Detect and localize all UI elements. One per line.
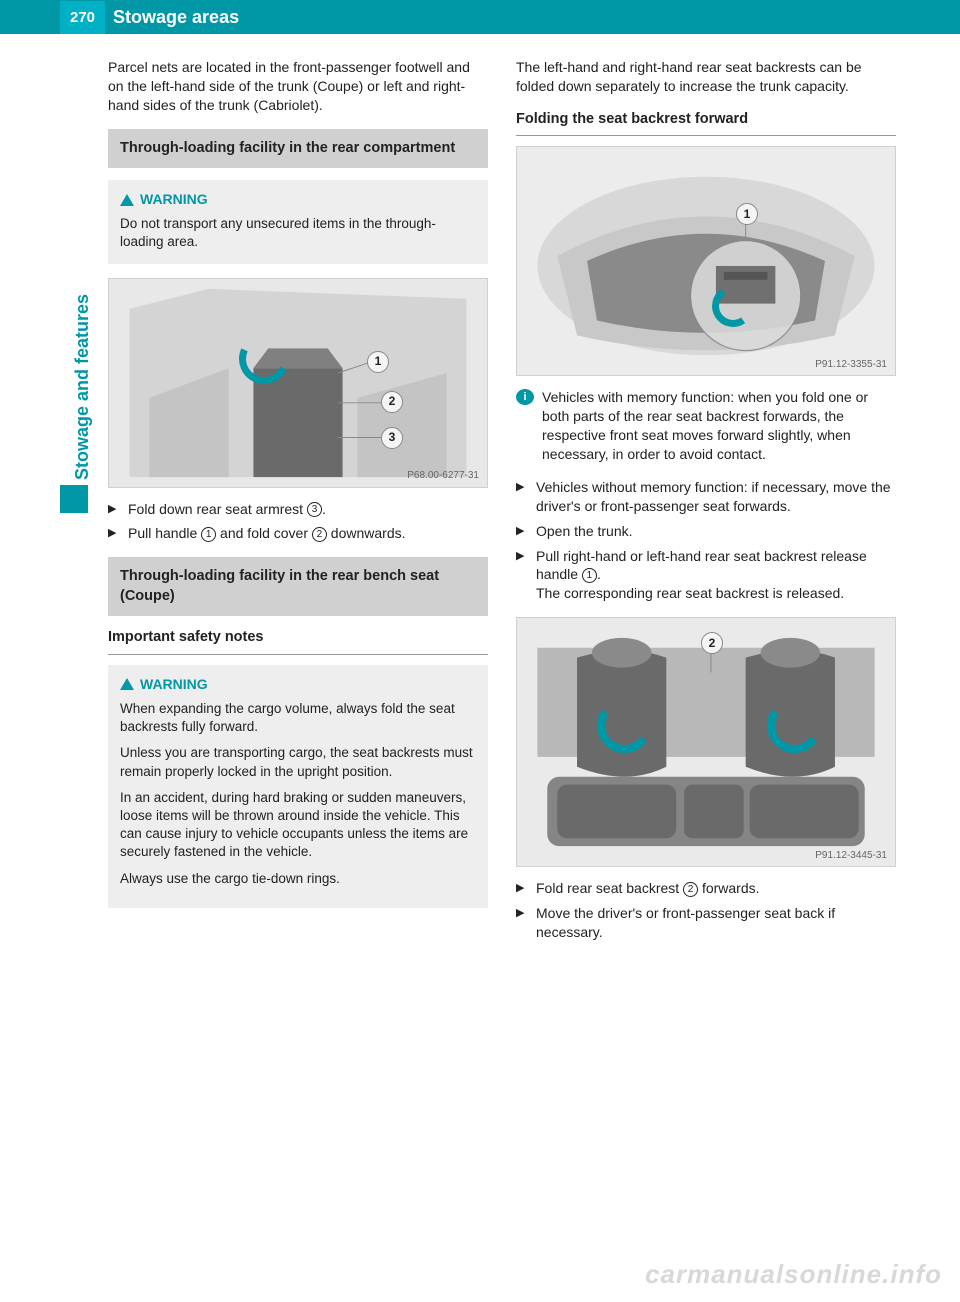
figure-svg (517, 618, 895, 866)
step-item: ▶ Open the trunk. (516, 522, 896, 541)
figure-svg (109, 279, 487, 487)
step-item: ▶ Pull handle 1 and fold cover 2 downwar… (108, 524, 488, 543)
sub-heading: Important safety notes (108, 628, 488, 648)
step-marker-icon: ▶ (108, 500, 120, 519)
figure-armrest: 1 2 3 P68.00-6277-31 (108, 278, 488, 488)
figure-svg (517, 147, 895, 375)
rule (516, 135, 896, 136)
step-item: ▶ Fold rear seat backrest 2 forwards. (516, 879, 896, 898)
figure-ref: P91.12-3445-31 (815, 849, 887, 863)
side-tab: Stowage and features (60, 230, 90, 510)
callout-3: 3 (381, 427, 403, 449)
watermark: carmanualsonline.info (645, 1259, 942, 1290)
left-column: Parcel nets are located in the front-pas… (108, 58, 488, 956)
page: 270 Stowage areas Stowage and features P… (0, 0, 960, 1302)
page-number: 270 (60, 1, 105, 34)
right-column: The left-hand and right-hand rear seat b… (516, 58, 896, 956)
warning-block: WARNING Do not transport any unsecured i… (108, 180, 488, 263)
callout-1: 1 (367, 351, 389, 373)
section-heading: Through-loading facility in the rear com… (108, 129, 488, 169)
side-tab-block (60, 485, 88, 513)
step-marker-icon: ▶ (516, 904, 528, 942)
step-text: Fold rear seat backrest 2 forwards. (536, 879, 760, 898)
rule (108, 654, 488, 655)
figure-seats: 2 P91.12-3445-31 (516, 617, 896, 867)
step-list: ▶ Fold rear seat backrest 2 forwards. ▶ … (516, 879, 896, 942)
warning-icon (120, 194, 134, 206)
header-title: Stowage areas (113, 7, 239, 28)
circled-num: 1 (582, 568, 597, 583)
sub-heading: Folding the seat backrest forward (516, 110, 896, 130)
step-marker-icon: ▶ (516, 547, 528, 604)
info-item: i Vehicles with memory function: when yo… (516, 388, 896, 464)
side-tab-label: Stowage and features (72, 230, 93, 480)
callout-2: 2 (381, 391, 403, 413)
step-text: Pull right-hand or left-hand rear seat b… (536, 547, 896, 604)
step-item: ▶ Move the driver's or front-passenger s… (516, 904, 896, 942)
step-item: ▶ Pull right-hand or left-hand rear seat… (516, 547, 896, 604)
warning-head: WARNING (120, 190, 476, 209)
info-icon: i (516, 389, 534, 405)
warning-text: When expanding the cargo volume, always … (120, 700, 476, 888)
header-bar: 270 Stowage areas (0, 0, 960, 34)
figure-trunk: 1 P91.12-3355-31 (516, 146, 896, 376)
step-marker-icon: ▶ (516, 478, 528, 516)
circled-num: 2 (683, 882, 698, 897)
intro-para: The left-hand and right-hand rear seat b… (516, 58, 896, 96)
warning-text: Do not transport any unsecured items in … (120, 215, 476, 251)
step-marker-icon: ▶ (108, 524, 120, 543)
step-item: ▶ Fold down rear seat armrest 3. (108, 500, 488, 519)
circled-num: 1 (201, 527, 216, 542)
circled-num: 3 (307, 502, 322, 517)
step-marker-icon: ▶ (516, 522, 528, 541)
warning-para: Unless you are transporting cargo, the s… (120, 744, 476, 780)
step-item: ▶ Vehicles without memory function: if n… (516, 478, 896, 516)
step-text: Fold down rear seat armrest 3. (128, 500, 326, 519)
info-text: Vehicles with memory function: when you … (542, 388, 896, 464)
warning-label: WARNING (140, 675, 208, 694)
step-text: Vehicles without memory function: if nec… (536, 478, 896, 516)
warning-para: Always use the cargo tie-down rings. (120, 870, 476, 888)
circled-num: 2 (312, 527, 327, 542)
figure-ref: P68.00-6277-31 (407, 469, 479, 483)
info-list: i Vehicles with memory function: when yo… (516, 388, 896, 464)
warning-para: In an accident, during hard braking or s… (120, 789, 476, 862)
step-text: Move the driver's or front-passenger sea… (536, 904, 896, 942)
step-list: ▶ Vehicles without memory function: if n… (516, 478, 896, 603)
section-heading: Through-loading facility in the rear ben… (108, 557, 488, 616)
content-columns: Parcel nets are located in the front-pas… (0, 58, 960, 956)
warning-label: WARNING (140, 190, 208, 209)
warning-block: WARNING When expanding the cargo volume,… (108, 665, 488, 908)
step-marker-icon: ▶ (516, 879, 528, 898)
warning-para: When expanding the cargo volume, always … (120, 700, 476, 736)
warning-icon (120, 678, 134, 690)
step-text: Pull handle 1 and fold cover 2 downwards… (128, 524, 406, 543)
intro-para: Parcel nets are located in the front-pas… (108, 58, 488, 115)
figure-ref: P91.12-3355-31 (815, 358, 887, 372)
step-list: ▶ Fold down rear seat armrest 3. ▶ Pull … (108, 500, 488, 544)
step-text: Open the trunk. (536, 522, 633, 541)
warning-head: WARNING (120, 675, 476, 694)
